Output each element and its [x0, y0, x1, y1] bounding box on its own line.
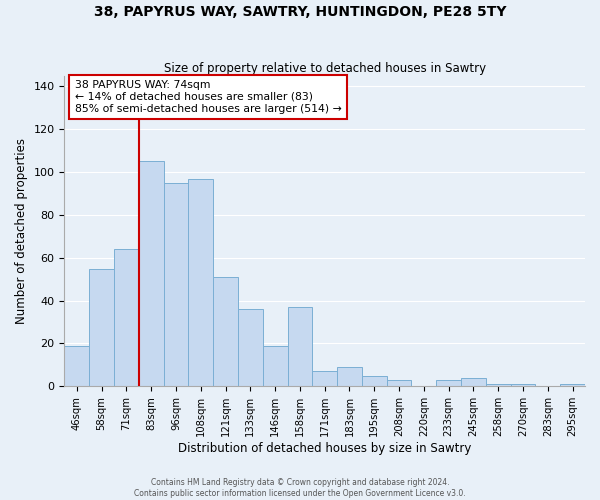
Bar [461, 378, 486, 386]
Bar [164, 183, 188, 386]
Bar [486, 384, 511, 386]
Bar [560, 384, 585, 386]
Bar [386, 380, 412, 386]
Bar [64, 346, 89, 387]
Bar [511, 384, 535, 386]
Text: 38 PAPYRUS WAY: 74sqm
← 14% of detached houses are smaller (83)
85% of semi-deta: 38 PAPYRUS WAY: 74sqm ← 14% of detached … [75, 80, 341, 114]
Text: Contains HM Land Registry data © Crown copyright and database right 2024.
Contai: Contains HM Land Registry data © Crown c… [134, 478, 466, 498]
Bar [213, 277, 238, 386]
X-axis label: Distribution of detached houses by size in Sawtry: Distribution of detached houses by size … [178, 442, 472, 455]
Bar [89, 268, 114, 386]
Bar [114, 249, 139, 386]
Bar [337, 367, 362, 386]
Bar [362, 376, 386, 386]
Bar [313, 372, 337, 386]
Bar [263, 346, 287, 387]
Bar [238, 309, 263, 386]
Bar [287, 307, 313, 386]
Bar [436, 380, 461, 386]
Title: Size of property relative to detached houses in Sawtry: Size of property relative to detached ho… [164, 62, 486, 74]
Y-axis label: Number of detached properties: Number of detached properties [15, 138, 28, 324]
Bar [139, 162, 164, 386]
Text: 38, PAPYRUS WAY, SAWTRY, HUNTINGDON, PE28 5TY: 38, PAPYRUS WAY, SAWTRY, HUNTINGDON, PE2… [94, 5, 506, 19]
Bar [188, 178, 213, 386]
